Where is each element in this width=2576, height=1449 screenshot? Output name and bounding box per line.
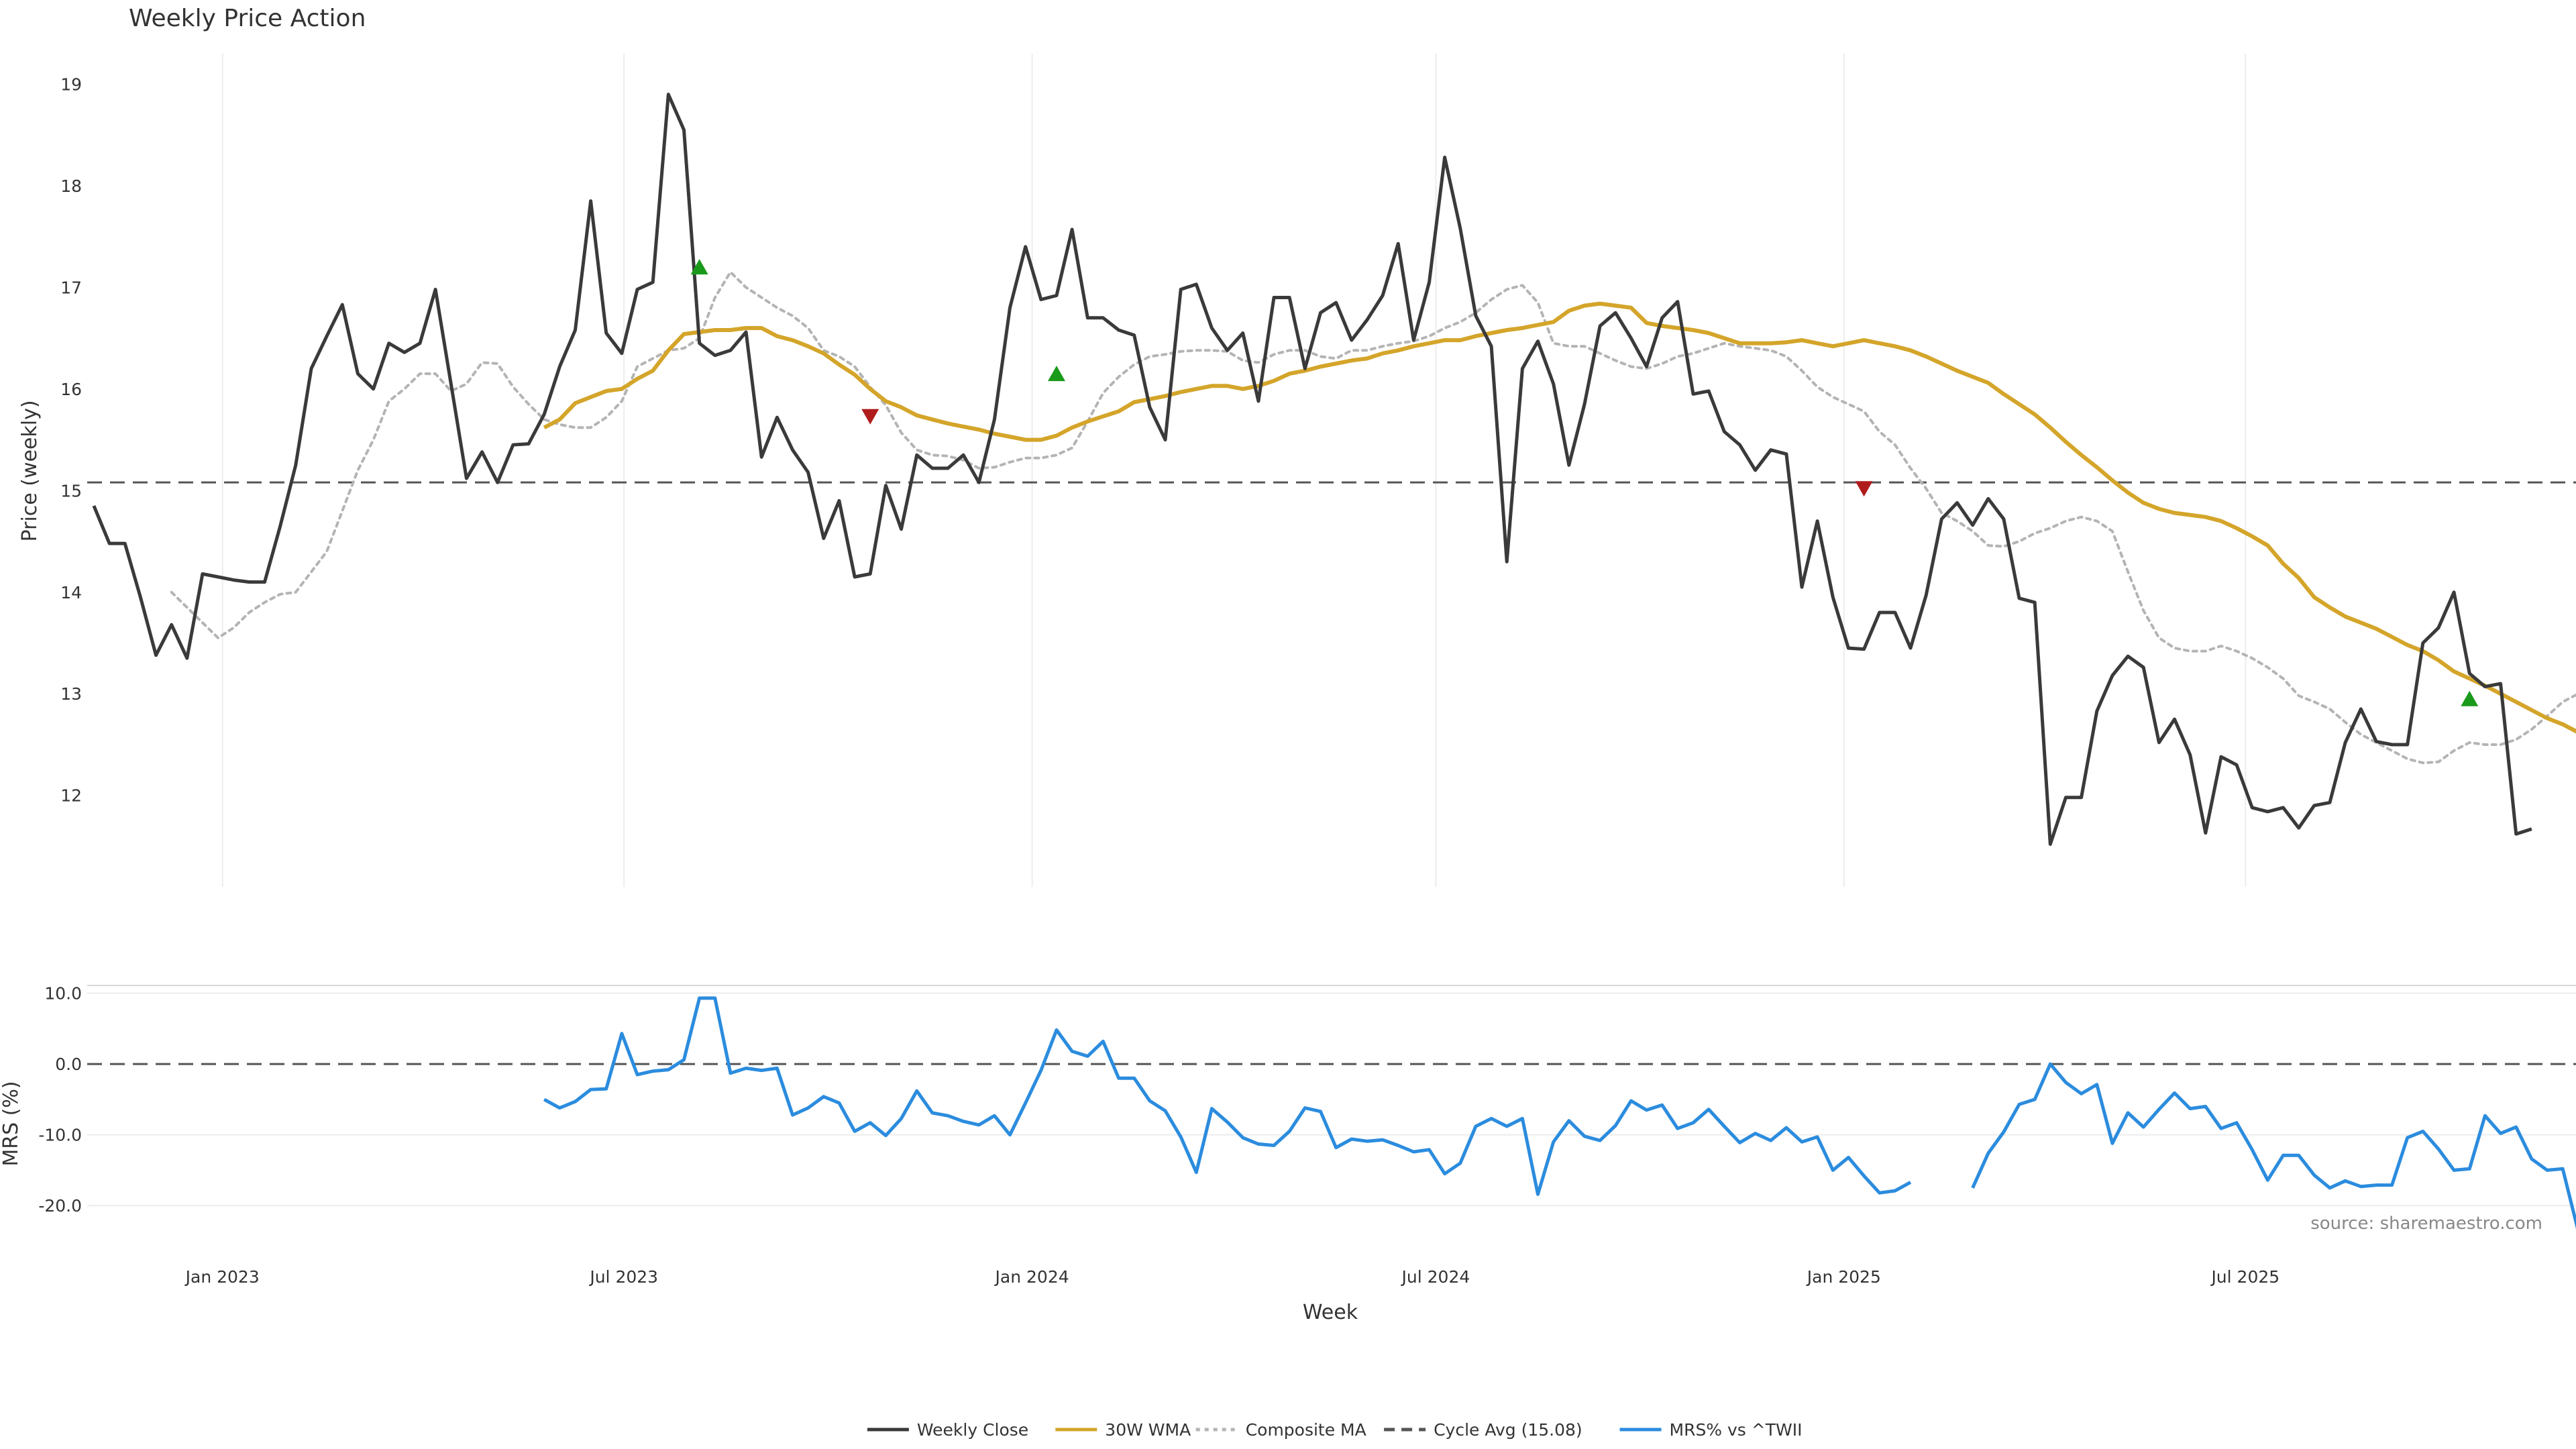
y-axis-title-mrs: MRS (%) — [0, 1081, 23, 1166]
mrs-gridlines — [87, 985, 2576, 1207]
legend-label-composite-ma: Composite MA — [1246, 1420, 1366, 1440]
price-y-tick-labels: 12 13 14 15 16 17 18 19 — [60, 74, 82, 805]
mrs-y-tick-label: 0.0 — [55, 1055, 82, 1074]
price-y-tick-label: 18 — [60, 176, 82, 196]
x-tick-labels: Jan 2023 Jul 2023 Jan 2024 Jul 2024 Jan 2025… — [184, 1267, 2280, 1287]
buy-signal-marker — [690, 259, 708, 275]
series-line-composite-ma — [170, 270, 2576, 765]
price-series — [92, 93, 2576, 846]
price-panel: 12 13 14 15 16 17 18 19 — [60, 54, 2576, 887]
price-y-tick-label: 17 — [60, 278, 82, 297]
price-y-tick-label: 14 — [60, 583, 82, 602]
x-axis-title: Week — [1303, 1301, 1358, 1324]
price-y-tick-label: 13 — [60, 684, 82, 704]
series-line-mrs-vs-twii — [543, 996, 2576, 1230]
x-tick-label: Jul 2024 — [1401, 1267, 1470, 1287]
price-y-tick-label: 15 — [60, 481, 82, 500]
legend-label-30w-wma: 30W WMA — [1105, 1420, 1191, 1440]
x-tick-label: Jan 2024 — [994, 1267, 1069, 1287]
chart-title: Weekly Price Action — [129, 5, 366, 32]
price-y-tick-label: 16 — [60, 380, 82, 399]
price-gridlines — [221, 54, 2247, 887]
legend-label-mrs-vs-twii: MRS% vs ^TWII — [1670, 1420, 1803, 1440]
x-tick-label: Jan 2025 — [1806, 1267, 1881, 1287]
signal-markers — [690, 259, 2479, 706]
mrs-panel: 10.00.0-10.0-20.0 Jan 2023 Jul 2023 Jan 20… — [38, 984, 2576, 1287]
buy-signal-marker — [1047, 366, 1065, 382]
mrs-y-tick-labels: 10.0 0.0 -10.0 -20.0 — [38, 984, 82, 1216]
series-line-weekly-close — [92, 93, 2532, 846]
price-y-tick-label: 12 — [60, 786, 82, 806]
mrs-series — [543, 996, 2576, 1230]
mrs-y-tick-label: -20.0 — [38, 1196, 82, 1216]
mrs-y-tick-label: 10.0 — [44, 984, 82, 1004]
y-axis-title-price: Price (weekly) — [18, 400, 42, 541]
source-annotation: source: sharemaestro.com — [2310, 1214, 2542, 1234]
price-y-tick-label: 19 — [60, 74, 82, 94]
series-line-30w-wma — [543, 301, 2576, 734]
buy-signal-marker — [2461, 690, 2479, 706]
x-tick-label: Jul 2023 — [588, 1267, 658, 1287]
mrs-y-tick-label: -10.0 — [38, 1126, 82, 1145]
sell-signal-marker — [1855, 481, 1873, 497]
x-tick-label: Jul 2025 — [2210, 1267, 2279, 1287]
legend-label-weekly-close: Weekly Close — [917, 1420, 1028, 1440]
x-tick-label: Jan 2023 — [184, 1267, 260, 1287]
legend: Weekly Close 30W WMA Composite MA Cycle Avg… — [867, 1420, 1803, 1440]
legend-label-cycle-avg-15-08: Cycle Avg (15.08) — [1434, 1420, 1582, 1440]
sell-signal-marker — [861, 409, 879, 425]
